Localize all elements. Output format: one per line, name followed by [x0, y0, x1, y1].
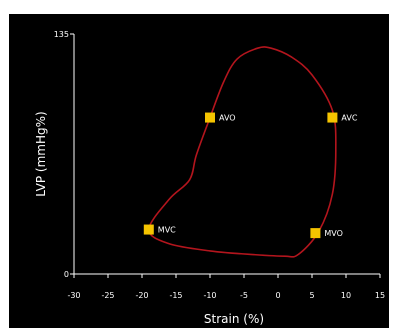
event-marker-avo: [205, 112, 215, 123]
event-marker-mvo: [310, 228, 321, 239]
x-tick-label: 0: [275, 291, 280, 300]
pressure-strain-loop-line: [148, 46, 337, 258]
x-tick-label: 5: [309, 291, 314, 300]
x-ticks: -30 -25 -20 -15 -10 -5 0 5 10 15: [67, 274, 385, 300]
x-axis-title: Strain (%): [204, 312, 264, 326]
events-layer: MVC AVO AVC MVO: [143, 112, 358, 239]
x-tick-label: 10: [341, 291, 351, 300]
x-tick-label: 15: [375, 291, 385, 300]
plot-background: [9, 14, 389, 328]
series-layer: [148, 46, 337, 258]
y-ticks: 0 135: [54, 30, 74, 279]
event-marker-avc: [327, 112, 338, 123]
x-tick-label: -5: [240, 291, 248, 300]
x-tick-label: -30: [67, 291, 80, 300]
event-label-mvo: MVO: [324, 229, 343, 238]
x-tick-label: -15: [169, 291, 182, 300]
x-tick-label: -20: [135, 291, 148, 300]
axes: [73, 34, 380, 275]
y-tick-label: 135: [54, 30, 69, 39]
event-label-avo: AVO: [219, 114, 236, 123]
x-tick-label: -10: [203, 291, 216, 300]
y-tick-label: 0: [64, 270, 69, 279]
x-tick-label: -25: [101, 291, 114, 300]
event-label-mvc: MVC: [158, 226, 176, 235]
event-label-avc: AVC: [341, 114, 357, 123]
y-axis-title: LVP (mmHg%): [34, 111, 48, 196]
event-marker-mvc: [143, 224, 154, 235]
